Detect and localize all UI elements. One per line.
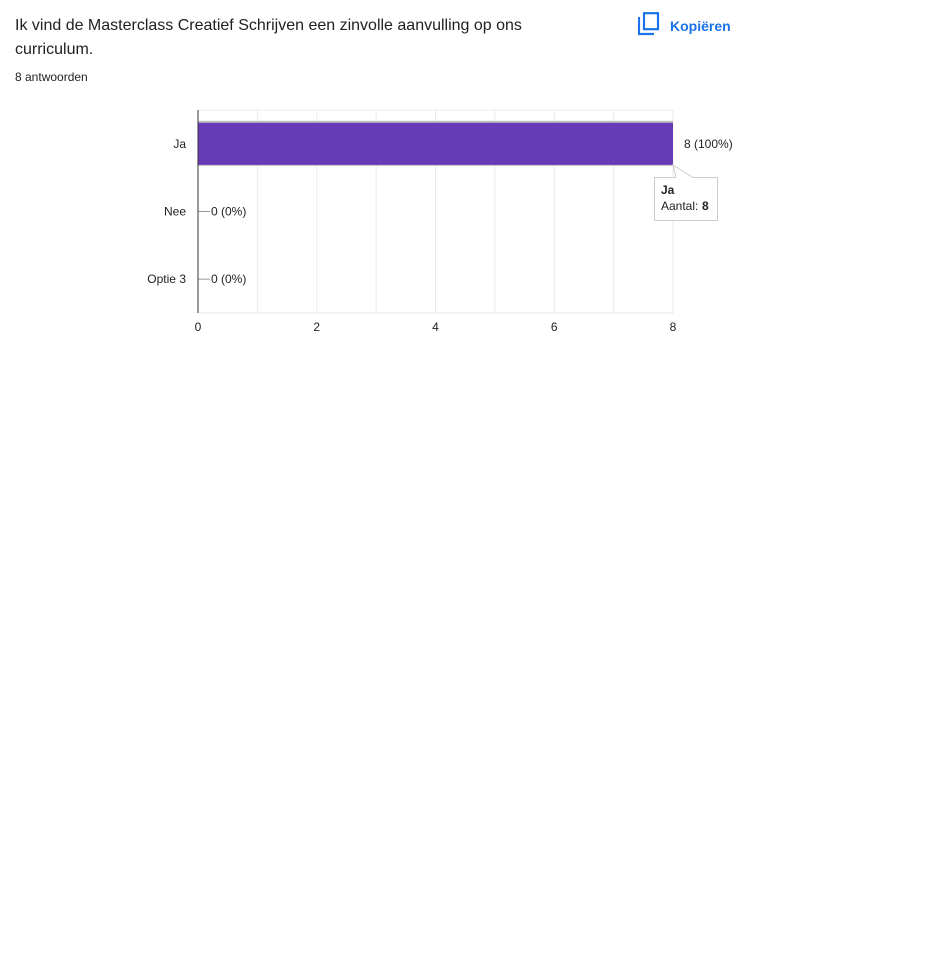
category-label: Nee xyxy=(164,205,186,219)
response-count: 8 antwoorden xyxy=(15,70,88,84)
tooltip-value: 8 xyxy=(702,199,709,213)
copy-button[interactable]: Kopiëren xyxy=(637,12,731,39)
copy-icon xyxy=(637,12,660,39)
category-label: Optie 3 xyxy=(147,272,186,286)
data-label: 0 (0%) xyxy=(211,205,246,219)
x-tick-label: 0 xyxy=(195,320,202,334)
bar-chart: 0 2 4 6 8 Ja 8 (100%) Nee 0 (0%) Optie 3 0 (0%) Ja A… xyxy=(147,109,733,334)
data-label: 8 (100%) xyxy=(684,137,733,151)
data-label: 0 (0%) xyxy=(211,272,246,286)
bar xyxy=(198,122,673,165)
x-tick-label: 2 xyxy=(313,320,320,334)
question-title: Ik vind de Masterclass Creatief Schrijve… xyxy=(15,17,522,58)
tooltip-label: Aantal: xyxy=(661,199,698,213)
category-label: Ja xyxy=(173,137,186,151)
tooltip-pointer-outline xyxy=(672,163,694,178)
x-tick-label: 4 xyxy=(432,320,439,334)
x-tick-label: 8 xyxy=(670,320,677,334)
copy-label: Kopiëren xyxy=(670,17,731,34)
tooltip-category: Ja xyxy=(661,183,675,197)
tooltip-box xyxy=(654,177,718,221)
x-tick-label: 6 xyxy=(551,320,558,334)
